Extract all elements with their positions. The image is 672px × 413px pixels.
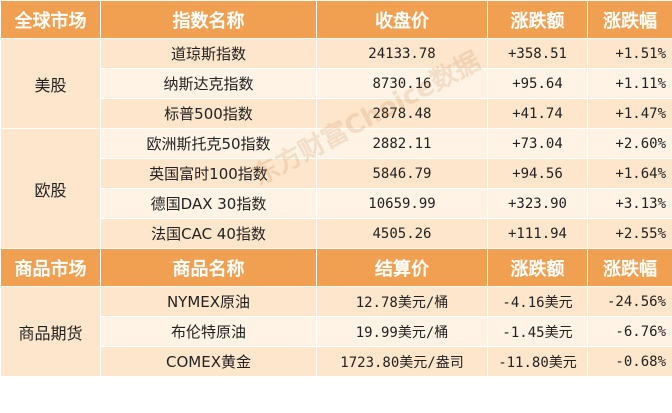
close-price: 2882.11 bbox=[316, 128, 488, 159]
change-value: +95.64 bbox=[487, 68, 588, 99]
header-commodity-name: 商品名称 bbox=[100, 248, 317, 287]
change-pct: +3.13% bbox=[587, 188, 672, 219]
change-pct: +2.55% bbox=[587, 218, 672, 249]
table-row: 德国DAX 30指数 10659.99 +323.90 +3.13% bbox=[1, 188, 672, 219]
change-pct: +1.11% bbox=[587, 68, 672, 99]
header-change: 涨跌额 bbox=[487, 248, 588, 287]
table-row: 法国CAC 40指数 4505.26 +111.94 +2.55% bbox=[1, 218, 672, 249]
header-commodity-market: 商品市场 bbox=[0, 248, 101, 287]
commodity-name: 布伦特原油 bbox=[100, 316, 317, 347]
header-change-pct: 涨跌幅 bbox=[587, 248, 672, 287]
index-name: 纳斯达克指数 bbox=[100, 68, 317, 99]
change-value: -1.45美元 bbox=[487, 316, 588, 347]
market-us-stocks: 美股 bbox=[0, 38, 101, 129]
change-pct: -24.56% bbox=[587, 286, 672, 317]
change-pct: +1.64% bbox=[587, 158, 672, 189]
market-eu-stocks: 欧股 bbox=[0, 128, 101, 249]
close-price: 24133.78 bbox=[316, 38, 488, 69]
change-value: +41.74 bbox=[487, 98, 588, 129]
commodity-name: NYMEX原油 bbox=[100, 286, 317, 317]
change-value: -11.80美元 bbox=[487, 346, 588, 377]
table-row: 英国富时100指数 5846.79 +94.56 +1.64% bbox=[1, 158, 672, 189]
change-pct: -0.68% bbox=[587, 346, 672, 377]
change-pct: +1.51% bbox=[587, 38, 672, 69]
change-pct: +1.47% bbox=[587, 98, 672, 129]
index-name: 法国CAC 40指数 bbox=[100, 218, 317, 249]
header-change: 涨跌额 bbox=[487, 0, 588, 39]
table-row: 标普500指数 2878.48 +41.74 +1.47% bbox=[1, 98, 672, 129]
close-price: 5846.79 bbox=[316, 158, 488, 189]
change-pct: +2.60% bbox=[587, 128, 672, 159]
table-row: 布伦特原油 19.99美元/桶 -1.45美元 -6.76% bbox=[1, 316, 672, 347]
index-name: 欧洲斯托克50指数 bbox=[100, 128, 317, 159]
change-value: +323.90 bbox=[487, 188, 588, 219]
header-index-name: 指数名称 bbox=[100, 0, 317, 39]
settle-price: 19.99美元/桶 bbox=[316, 316, 488, 347]
header-global-market: 全球市场 bbox=[0, 0, 101, 39]
table-header-row: 商品市场 商品名称 结算价 涨跌额 涨跌幅 bbox=[0, 248, 672, 287]
table-header-row: 全球市场 指数名称 收盘价 涨跌额 涨跌幅 bbox=[0, 0, 672, 39]
header-close-price: 收盘价 bbox=[316, 0, 488, 39]
change-value: +111.94 bbox=[487, 218, 588, 249]
change-value: +358.51 bbox=[487, 38, 588, 69]
index-name: 道琼斯指数 bbox=[100, 38, 317, 69]
settle-price: 1723.80美元/盎司 bbox=[316, 346, 488, 377]
table-row: 商品期货 NYMEX原油 12.78美元/桶 -4.16美元 -24.56% bbox=[0, 286, 672, 377]
change-pct: -6.76% bbox=[587, 316, 672, 347]
index-name: 标普500指数 bbox=[100, 98, 317, 129]
commodity-name: COMEX黄金 bbox=[100, 346, 317, 377]
close-price: 10659.99 bbox=[316, 188, 488, 219]
close-price: 8730.16 bbox=[316, 68, 488, 99]
change-value: -4.16美元 bbox=[487, 286, 588, 317]
settle-price: 12.78美元/桶 bbox=[316, 286, 488, 317]
market-commodity-futures: 商品期货 bbox=[0, 286, 101, 377]
change-value: +94.56 bbox=[487, 158, 588, 189]
header-settle-price: 结算价 bbox=[316, 248, 488, 287]
close-price: 2878.48 bbox=[316, 98, 488, 129]
index-name: 英国富时100指数 bbox=[100, 158, 317, 189]
header-change-pct: 涨跌幅 bbox=[587, 0, 672, 39]
close-price: 4505.26 bbox=[316, 218, 488, 249]
table-row: 美股 道琼斯指数 24133.78 +358.51 +1.51% bbox=[0, 38, 672, 129]
index-name: 德国DAX 30指数 bbox=[100, 188, 317, 219]
market-table: 全球市场 指数名称 收盘价 涨跌额 涨跌幅 美股 道琼斯指数 24133.78 … bbox=[0, 0, 672, 377]
table-row: COMEX黄金 1723.80美元/盎司 -11.80美元 -0.68% bbox=[1, 346, 672, 377]
table-row: 欧股 欧洲斯托克50指数 2882.11 +73.04 +2.60% bbox=[0, 128, 672, 249]
change-value: +73.04 bbox=[487, 128, 588, 159]
table-row: 纳斯达克指数 8730.16 +95.64 +1.11% bbox=[1, 68, 672, 99]
